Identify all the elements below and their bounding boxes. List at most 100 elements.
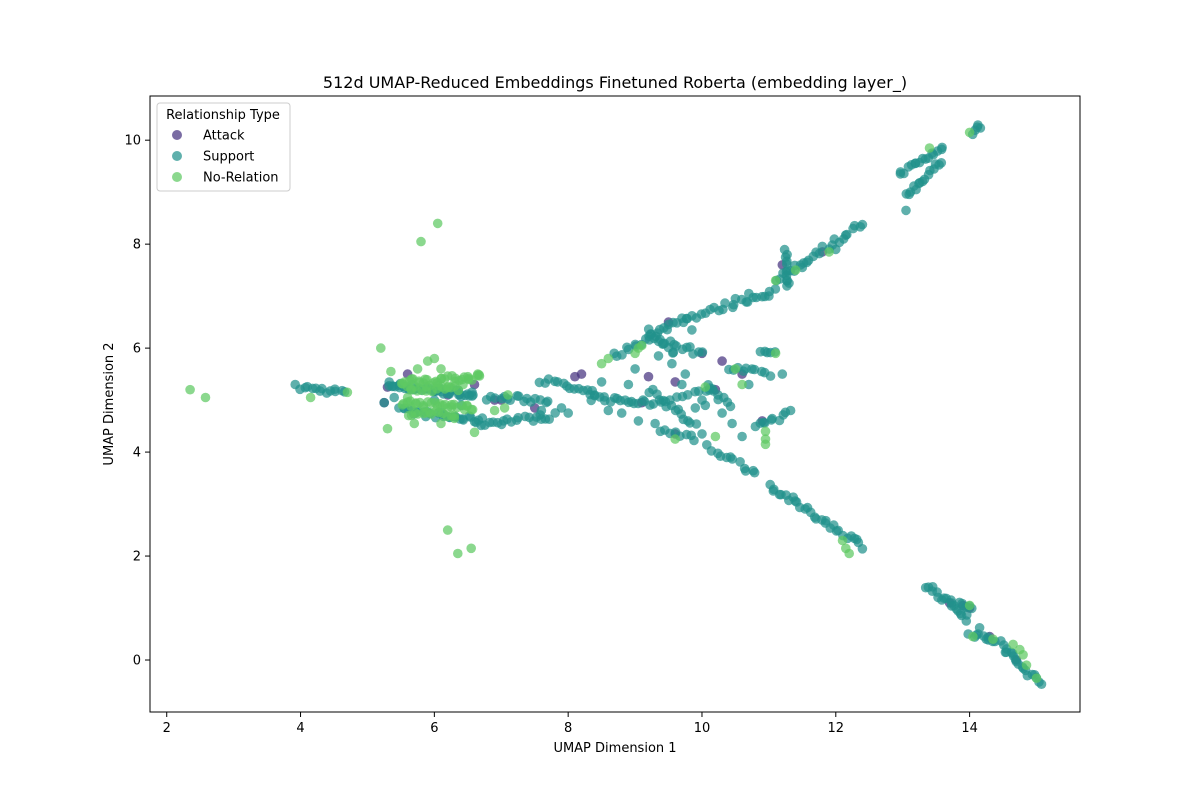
point-support bbox=[623, 379, 634, 390]
point-attack bbox=[643, 371, 654, 382]
point-support bbox=[764, 291, 774, 301]
point-support bbox=[653, 351, 664, 361]
y-tick-label: 4 bbox=[133, 446, 141, 461]
point-support bbox=[697, 429, 707, 439]
point-support bbox=[777, 369, 788, 379]
point-support bbox=[616, 408, 627, 418]
x-tick-label: 2 bbox=[163, 721, 171, 736]
point-no-relation bbox=[467, 404, 478, 415]
x-tick-label: 6 bbox=[430, 721, 438, 736]
point-no-relation bbox=[305, 392, 316, 403]
point-support bbox=[677, 379, 687, 390]
point-support bbox=[720, 298, 730, 308]
point-support bbox=[690, 403, 701, 413]
point-no-relation bbox=[968, 631, 978, 642]
point-no-relation bbox=[988, 634, 998, 644]
point-no-relation bbox=[700, 382, 711, 392]
point-support bbox=[749, 364, 760, 375]
point-no-relation bbox=[458, 379, 468, 390]
point-no-relation bbox=[964, 600, 975, 611]
point-no-relation bbox=[790, 265, 801, 275]
point-no-relation bbox=[844, 548, 854, 559]
axes-layer: 2 4 6 8 10 12 14 0 2 4 6 8 10 bbox=[124, 95, 1081, 736]
point-no-relation bbox=[1018, 650, 1028, 660]
point-support bbox=[767, 413, 777, 424]
point-support bbox=[981, 634, 992, 644]
point-support bbox=[814, 248, 825, 259]
point-support bbox=[725, 401, 736, 412]
point-support bbox=[737, 431, 747, 442]
point-no-relation bbox=[386, 366, 396, 377]
point-support bbox=[379, 397, 390, 408]
point-no-relation bbox=[409, 418, 420, 429]
point-no-relation bbox=[1031, 673, 1042, 683]
point-no-relation bbox=[630, 348, 640, 359]
point-no-relation bbox=[760, 426, 771, 437]
y-tick-label: 2 bbox=[133, 550, 141, 565]
point-support bbox=[785, 405, 796, 416]
point-no-relation bbox=[436, 364, 446, 374]
point-support bbox=[468, 390, 478, 400]
point-support bbox=[784, 278, 794, 288]
point-support bbox=[911, 184, 921, 195]
point-no-relation bbox=[770, 275, 781, 286]
point-support bbox=[781, 259, 792, 269]
point-support bbox=[544, 414, 554, 425]
point-support bbox=[668, 347, 679, 358]
point-support bbox=[961, 616, 972, 626]
point-support bbox=[697, 395, 707, 405]
point-no-relation bbox=[442, 525, 453, 535]
point-no-relation bbox=[342, 387, 353, 398]
point-no-relation bbox=[416, 236, 426, 247]
point-support bbox=[603, 405, 614, 416]
point-no-relation bbox=[1021, 660, 1032, 670]
x-tick-label: 10 bbox=[694, 721, 711, 736]
y-tick-label: 8 bbox=[133, 238, 141, 253]
point-no-relation bbox=[382, 423, 393, 434]
point-support bbox=[717, 408, 727, 418]
points-layer bbox=[185, 120, 1047, 689]
point-support bbox=[490, 393, 500, 403]
point-no-relation bbox=[489, 405, 500, 416]
point-no-relation bbox=[924, 143, 935, 153]
point-support bbox=[682, 390, 693, 400]
point-support bbox=[937, 142, 947, 153]
point-support bbox=[857, 219, 868, 230]
point-support bbox=[596, 377, 607, 387]
point-support bbox=[765, 371, 776, 381]
point-no-relation bbox=[432, 218, 443, 229]
legend: Relationship Type Attack Support No-Relati… bbox=[156, 102, 291, 192]
point-support bbox=[667, 358, 677, 369]
point-no-relation bbox=[412, 364, 423, 374]
point-attack bbox=[717, 356, 727, 366]
point-no-relation bbox=[469, 427, 480, 438]
legend-marker bbox=[172, 151, 182, 161]
point-support bbox=[389, 392, 400, 403]
point-support bbox=[691, 419, 702, 429]
point-no-relation bbox=[473, 369, 483, 379]
point-support bbox=[770, 284, 781, 294]
legend-title: Relationship Type bbox=[166, 108, 280, 123]
legend-label: No-Relation bbox=[203, 171, 279, 186]
plot-frame bbox=[149, 95, 1081, 713]
point-no-relation bbox=[596, 358, 607, 369]
point-support bbox=[1001, 647, 1012, 657]
point-support bbox=[680, 369, 691, 379]
y-tick-label: 0 bbox=[133, 654, 141, 669]
point-no-relation bbox=[824, 247, 834, 257]
point-support bbox=[556, 403, 567, 413]
point-support bbox=[975, 123, 986, 133]
point-no-relation bbox=[376, 343, 386, 353]
point-no-relation bbox=[449, 413, 460, 424]
x-axis-label: UMAP Dimension 1 bbox=[553, 741, 676, 756]
point-support bbox=[633, 416, 644, 426]
point-no-relation bbox=[770, 348, 781, 359]
point-support bbox=[857, 544, 868, 554]
point-no-relation bbox=[737, 379, 747, 390]
point-support bbox=[617, 350, 627, 360]
point-support bbox=[536, 405, 547, 416]
point-no-relation bbox=[730, 364, 741, 374]
point-support bbox=[689, 435, 699, 446]
